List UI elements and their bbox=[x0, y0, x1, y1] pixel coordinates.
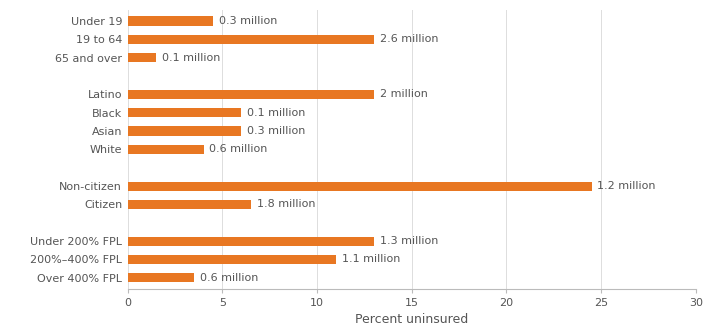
Text: 2 million: 2 million bbox=[380, 89, 427, 99]
Bar bbox=[128, 255, 336, 264]
Text: 2.6 million: 2.6 million bbox=[380, 34, 438, 44]
Bar bbox=[128, 236, 374, 246]
Bar bbox=[128, 182, 591, 191]
Bar bbox=[128, 200, 251, 209]
Text: 0.1 million: 0.1 million bbox=[162, 53, 220, 63]
Text: 0.6 million: 0.6 million bbox=[209, 144, 268, 154]
Text: 1.2 million: 1.2 million bbox=[597, 181, 656, 191]
Text: 0.6 million: 0.6 million bbox=[200, 273, 258, 283]
Bar bbox=[128, 16, 213, 26]
Bar bbox=[128, 126, 241, 136]
Text: 1.1 million: 1.1 million bbox=[342, 255, 400, 265]
Text: 0.3 million: 0.3 million bbox=[247, 126, 305, 136]
Text: 0.1 million: 0.1 million bbox=[247, 108, 305, 118]
Bar bbox=[128, 145, 204, 154]
Text: 1.3 million: 1.3 million bbox=[380, 236, 438, 246]
Bar bbox=[128, 273, 194, 283]
Bar bbox=[128, 53, 156, 62]
X-axis label: Percent uninsured: Percent uninsured bbox=[355, 313, 469, 326]
Bar bbox=[128, 108, 241, 117]
Text: 1.8 million: 1.8 million bbox=[256, 200, 315, 209]
Bar bbox=[128, 35, 374, 44]
Bar bbox=[128, 90, 374, 99]
Text: 0.3 million: 0.3 million bbox=[219, 16, 277, 26]
